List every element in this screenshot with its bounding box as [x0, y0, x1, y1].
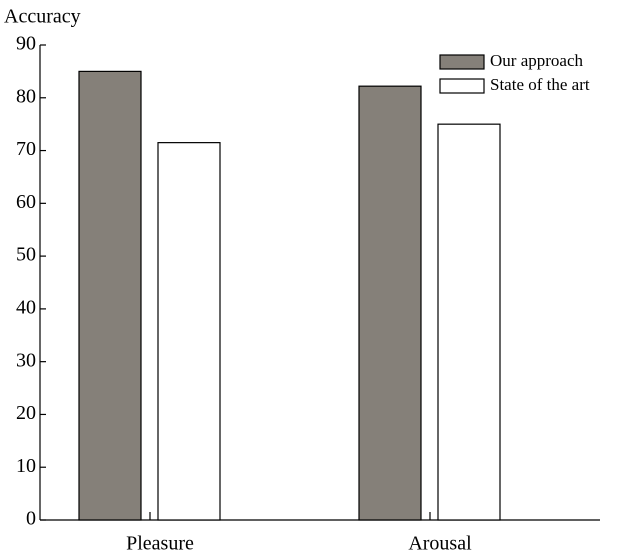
legend-label: State of the art: [490, 75, 590, 94]
y-tick-label: 50: [16, 244, 36, 266]
legend-label: Our approach: [490, 51, 583, 70]
y-tick-label: 30: [16, 349, 36, 371]
y-tick-label: 70: [16, 138, 36, 160]
y-tick-label: 0: [26, 508, 36, 530]
y-tick-label: 80: [16, 85, 36, 107]
x-tick-label: Arousal: [408, 533, 472, 555]
legend-swatch: [439, 78, 485, 94]
legend-swatch: [439, 54, 485, 70]
y-tick-label: 20: [16, 402, 36, 424]
x-tick-label: Pleasure: [126, 533, 194, 555]
bar: [437, 123, 501, 521]
y-axis-label: Accuracy: [4, 6, 81, 28]
y-tick-label: 60: [16, 191, 36, 213]
bar: [78, 70, 142, 521]
y-tick-label: 40: [16, 296, 36, 318]
bar: [358, 85, 422, 521]
bar: [157, 142, 221, 521]
y-tick-label: 90: [16, 33, 36, 55]
y-tick-label: 10: [16, 455, 36, 477]
